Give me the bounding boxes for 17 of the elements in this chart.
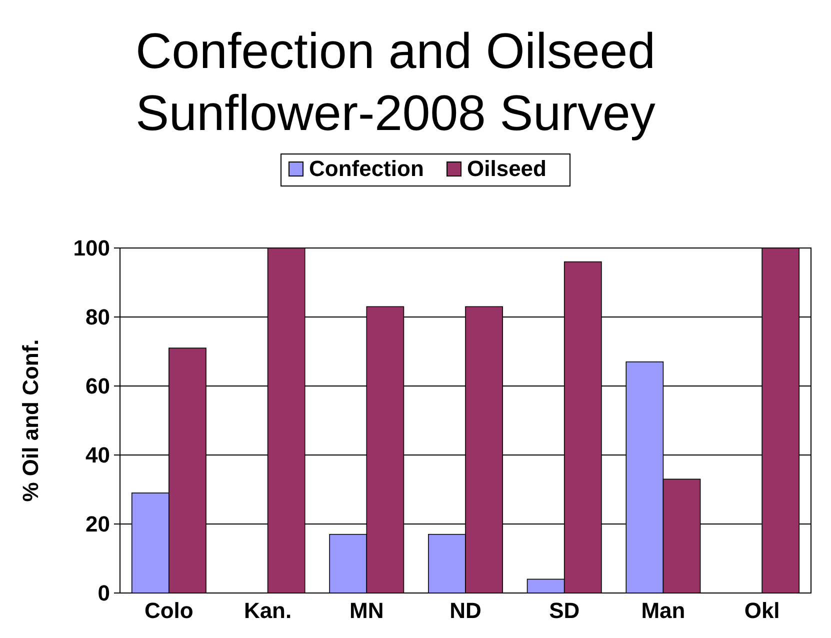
chart-title: Confection and Oilseed Sunflower-2008 Survey	[136, 23, 656, 141]
y-tick-label: 40	[86, 442, 110, 468]
y-tick-label: 60	[86, 374, 110, 399]
legend-label: Oilseed	[467, 156, 546, 181]
y-tick-label: 80	[86, 304, 110, 330]
x-tick-label: Kan.	[244, 598, 292, 623]
legend-label: Confection	[309, 156, 424, 181]
y-tick-label: 0	[98, 580, 110, 606]
y-tick-label: 100	[73, 236, 110, 261]
x-tick-label: Man	[641, 598, 686, 623]
y-tick-label: 20	[86, 512, 110, 537]
x-tick-label: SD	[549, 598, 580, 623]
x-tick-label: Okl	[744, 598, 780, 623]
x-tick-label: Colo	[144, 598, 194, 623]
x-tick-label: MN	[350, 598, 384, 623]
y-axis-title: % Oil and Conf.	[18, 339, 43, 502]
x-tick-label: ND	[450, 598, 482, 623]
